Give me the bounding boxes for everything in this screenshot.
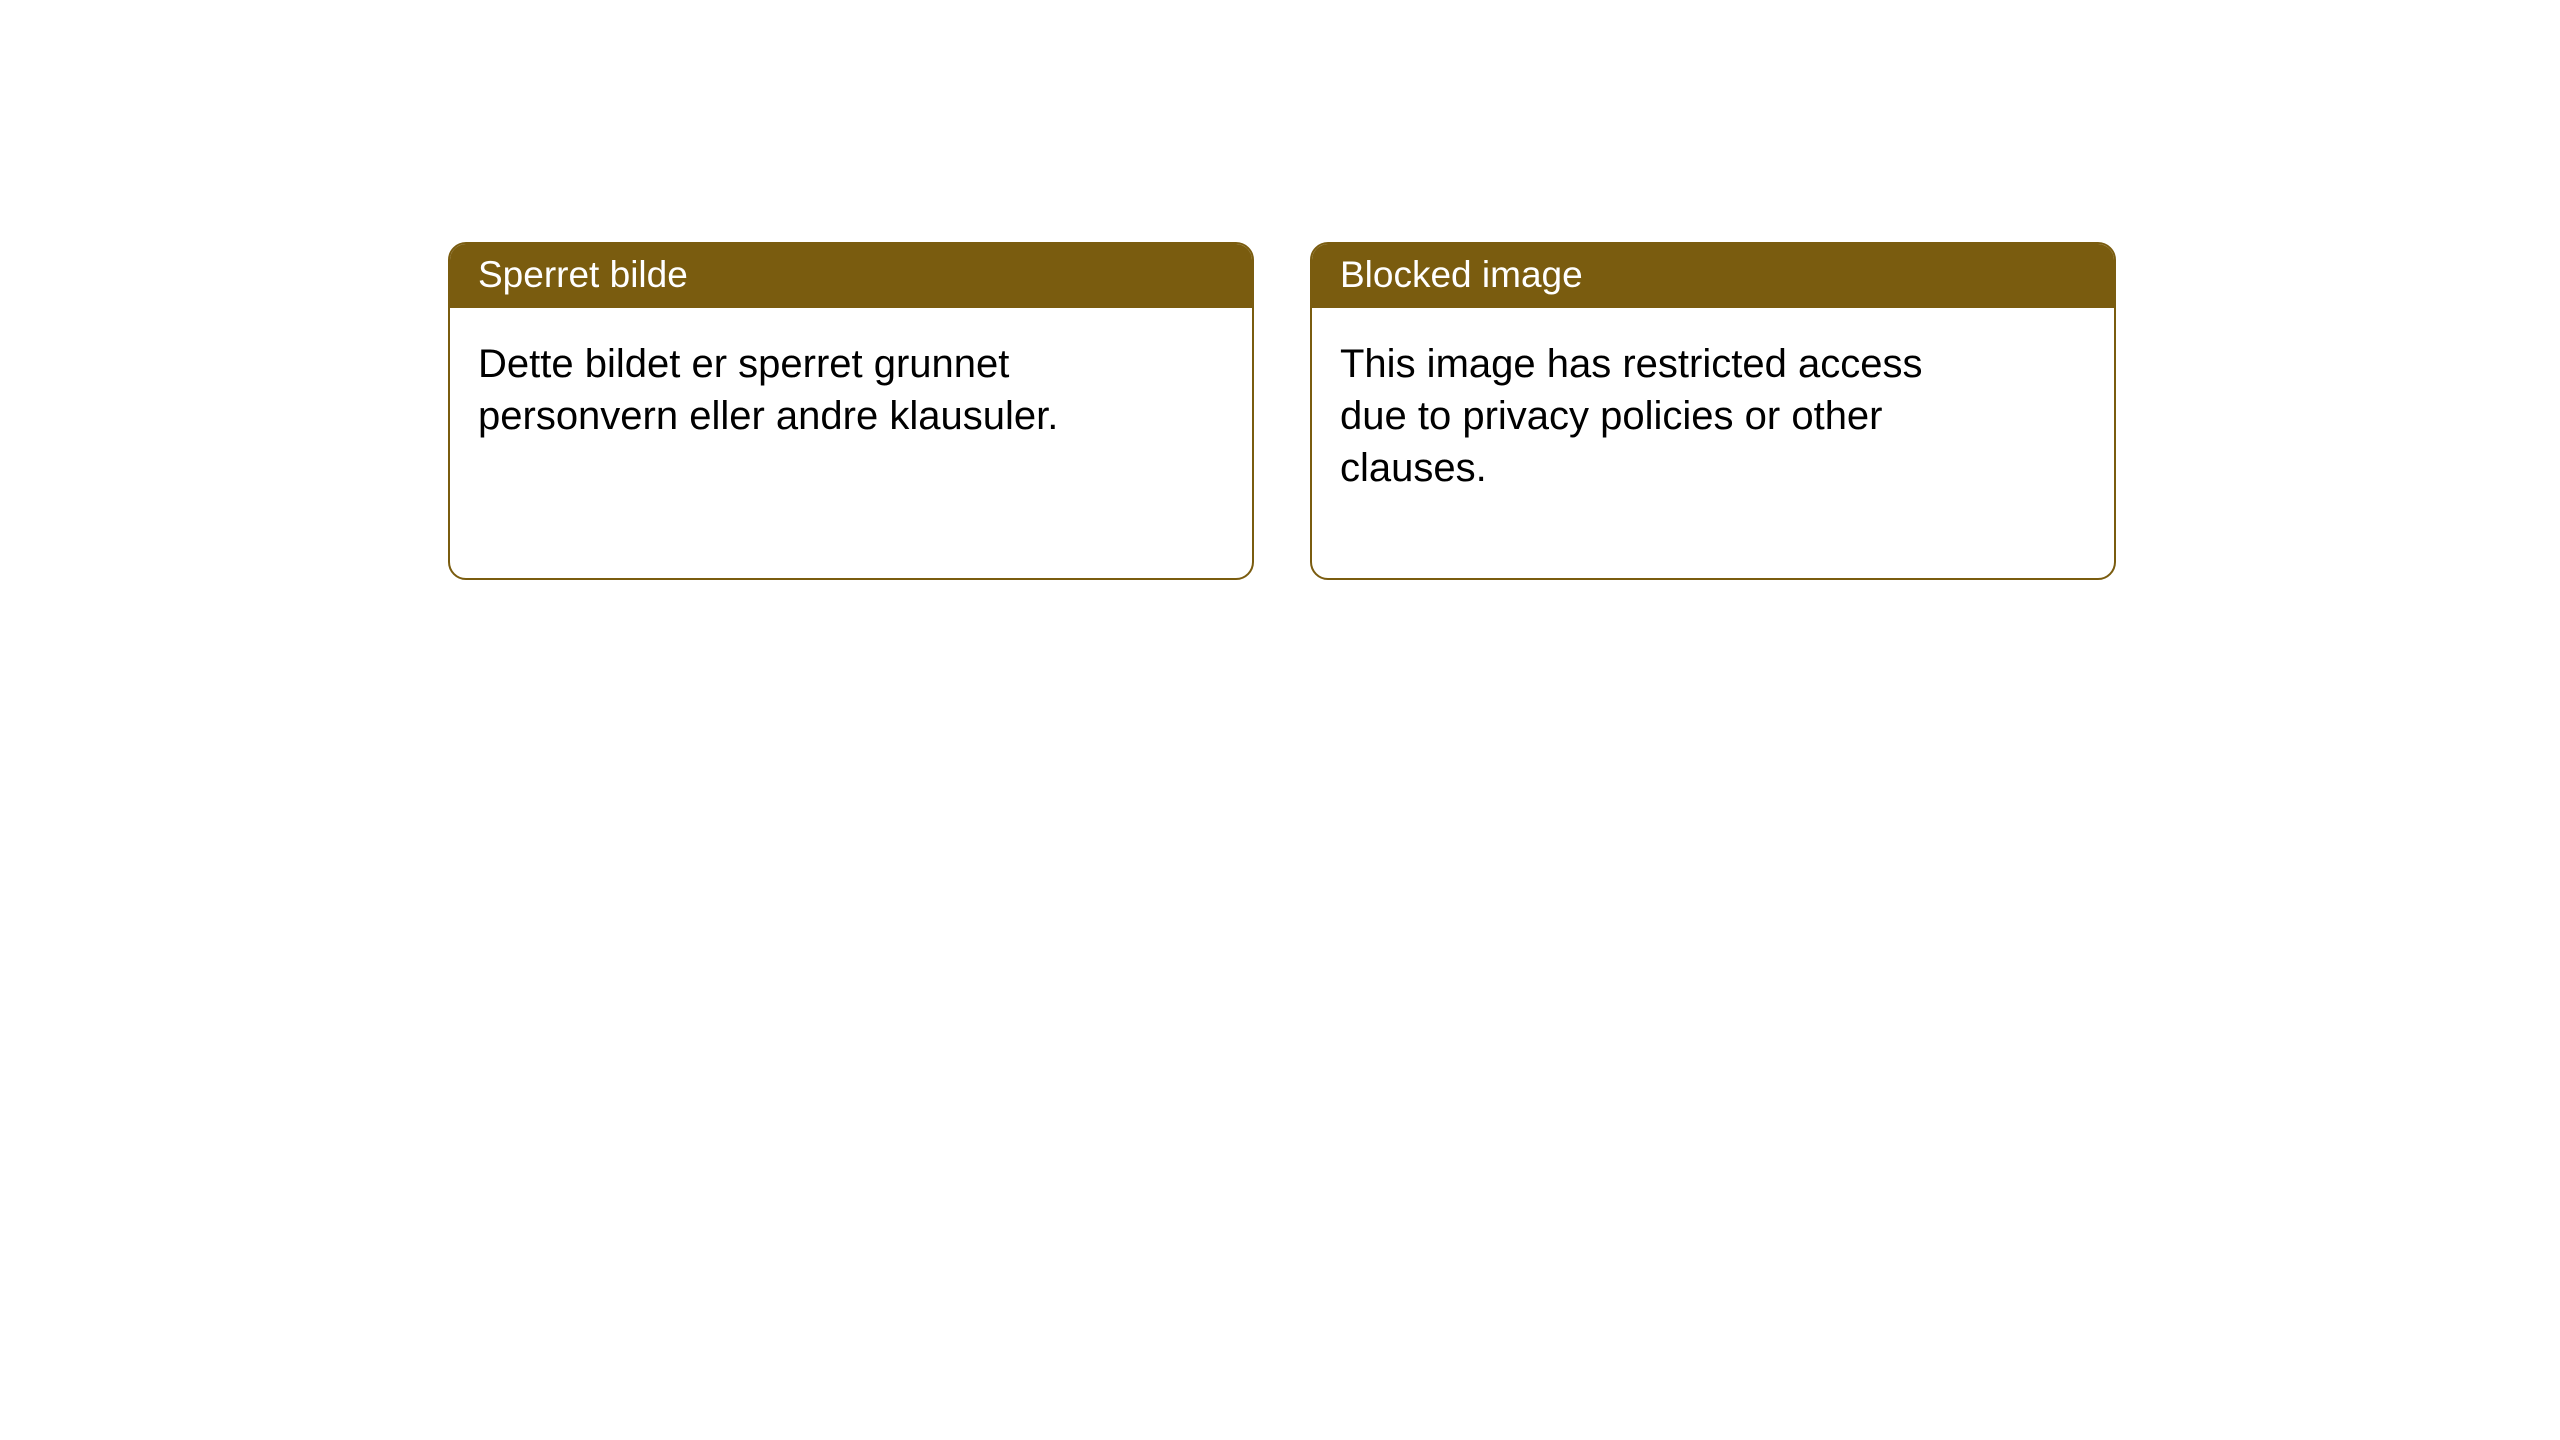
notice-card-norwegian: Sperret bilde Dette bildet er sperret gr… [448,242,1254,580]
notice-body: This image has restricted access due to … [1312,308,2114,578]
notice-header: Blocked image [1312,244,2114,308]
notice-title: Sperret bilde [478,254,688,295]
notice-container: Sperret bilde Dette bildet er sperret gr… [0,0,2560,580]
notice-title: Blocked image [1340,254,1583,295]
notice-text: This image has restricted access due to … [1340,338,1980,494]
notice-text: Dette bildet er sperret grunnet personve… [478,338,1118,442]
notice-card-english: Blocked image This image has restricted … [1310,242,2116,580]
notice-header: Sperret bilde [450,244,1252,308]
notice-body: Dette bildet er sperret grunnet personve… [450,308,1252,578]
